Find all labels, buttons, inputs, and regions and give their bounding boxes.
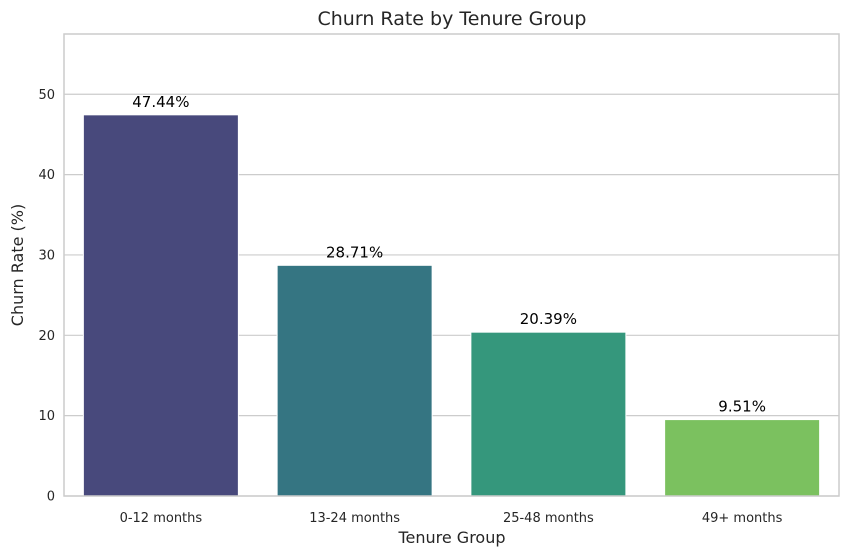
- y-tick-label: 0: [47, 490, 55, 505]
- x-axis-label: Tenure Group: [397, 528, 505, 547]
- data-label: 47.44%: [132, 93, 189, 111]
- data-labels: 47.44% 28.71% 20.39% 9.51%: [132, 93, 766, 416]
- data-label: 28.71%: [326, 243, 383, 261]
- bar: [276, 264, 433, 497]
- x-tick-label: 25-48 months: [503, 511, 594, 526]
- y-tick-label: 20: [38, 329, 55, 344]
- bar: [470, 331, 627, 497]
- y-tick-label: 50: [38, 88, 55, 103]
- bar: [664, 419, 821, 497]
- y-tick-label: 30: [38, 248, 55, 263]
- chart-title: Churn Rate by Tenure Group: [318, 8, 587, 30]
- bars: [82, 114, 821, 497]
- bar: [82, 114, 239, 497]
- x-tick-label: 49+ months: [702, 511, 783, 526]
- data-label: 20.39%: [520, 310, 577, 328]
- plot-frame: [63, 33, 840, 497]
- x-tick-label: 13-24 months: [309, 511, 400, 526]
- y-tick-label: 10: [38, 409, 55, 424]
- x-tick-label: 0-12 months: [120, 511, 203, 526]
- y-axis-label: Churn Rate (%): [8, 204, 27, 326]
- x-tick-labels: 0-12 months 13-24 months 25-48 months 49+ m…: [120, 511, 783, 526]
- data-label: 9.51%: [718, 398, 766, 416]
- y-tick-label: 40: [38, 168, 55, 183]
- y-tick-labels: 0 10 20 30 40 50: [38, 88, 55, 505]
